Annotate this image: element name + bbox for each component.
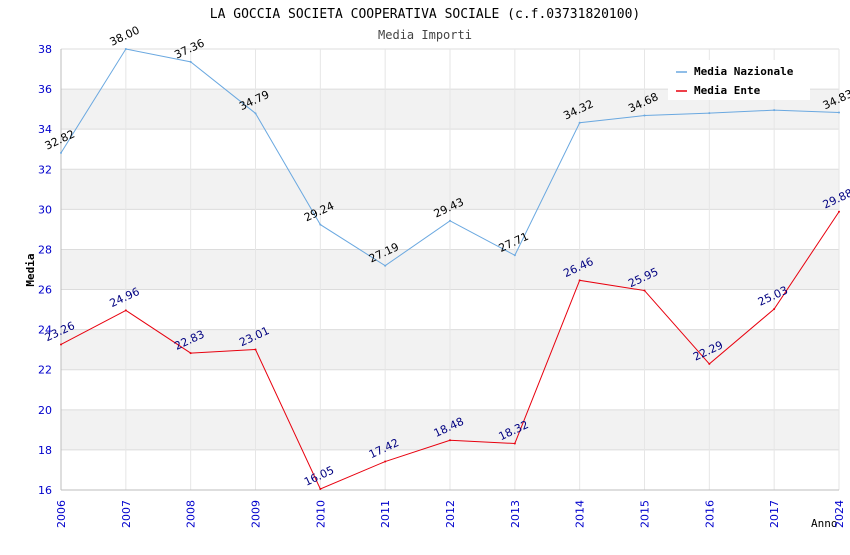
y-tick-label: 24 [38, 324, 52, 337]
data-point [319, 223, 322, 226]
y-tick-label: 36 [38, 83, 52, 96]
data-point [60, 151, 62, 154]
x-tick-label: 2015 [639, 500, 652, 528]
data-point [578, 121, 581, 124]
data-point [124, 309, 127, 312]
legend-label: Media Nazionale [694, 65, 794, 78]
y-tick-label: 34 [38, 123, 52, 136]
data-point [254, 112, 257, 115]
chart-title: LA GOCCIA SOCIETA COOPERATIVA SOCIALE (c… [210, 7, 640, 22]
x-tick-label: 2011 [379, 500, 392, 528]
plot-area: 16 18 20 22 24 26 28 30 32 34 36 38 2006 2007 2008 2009… [38, 24, 850, 528]
legend-label: Media Ente [694, 84, 761, 97]
data-point [384, 264, 387, 267]
y-tick-label: 26 [38, 284, 52, 297]
x-tick-label: 2013 [509, 500, 522, 528]
data-point [513, 442, 516, 445]
y-tick-label: 38 [38, 43, 52, 56]
data-point [773, 307, 776, 310]
x-tick-label: 2008 [185, 500, 198, 528]
y-tick-label: 18 [38, 444, 52, 457]
x-tick-label: 2010 [314, 500, 327, 528]
data-point [189, 352, 192, 355]
y-tick-label: 20 [38, 404, 52, 417]
y-tick-label: 16 [38, 484, 52, 497]
data-label: 38.00 [108, 24, 142, 49]
data-point [189, 60, 192, 63]
chart-subtitle: Media Importi [378, 28, 472, 42]
x-tick-label: 2006 [55, 500, 68, 528]
data-point [449, 219, 451, 222]
data-point [578, 279, 581, 282]
data-point [838, 210, 840, 213]
data-point [643, 114, 646, 117]
data-point [708, 362, 711, 365]
y-tick-label: 28 [38, 243, 52, 256]
data-point [319, 487, 322, 490]
data-point [124, 48, 127, 50]
y-tick-label: 22 [38, 364, 52, 377]
data-point [708, 112, 711, 115]
x-tick-label: 2007 [120, 500, 133, 528]
x-tick-label: 2024 [833, 500, 846, 528]
x-axis-label: Anno [811, 517, 838, 530]
x-tick-label: 2017 [768, 500, 781, 528]
y-tick-label: 32 [38, 163, 52, 176]
data-point [513, 254, 516, 257]
legend: Media Nazionale Media Ente [668, 60, 810, 100]
x-tick-label: 2014 [574, 500, 587, 528]
data-point [643, 289, 646, 292]
x-tick-label: 2009 [250, 500, 263, 528]
data-point [254, 348, 257, 351]
data-point [773, 109, 776, 112]
x-tick-label: 2016 [703, 500, 716, 528]
legend-box [668, 60, 810, 100]
data-point [384, 460, 387, 463]
y-axis-label: Media [24, 253, 37, 286]
y-tick-label: 30 [38, 203, 52, 216]
data-point [838, 111, 840, 114]
x-tick-label: 2012 [444, 500, 457, 528]
data-point [449, 439, 451, 442]
data-point [60, 343, 62, 346]
